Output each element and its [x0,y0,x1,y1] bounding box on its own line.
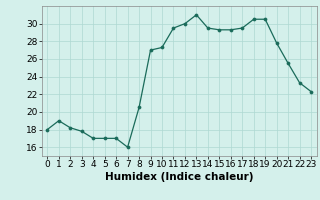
X-axis label: Humidex (Indice chaleur): Humidex (Indice chaleur) [105,172,253,182]
